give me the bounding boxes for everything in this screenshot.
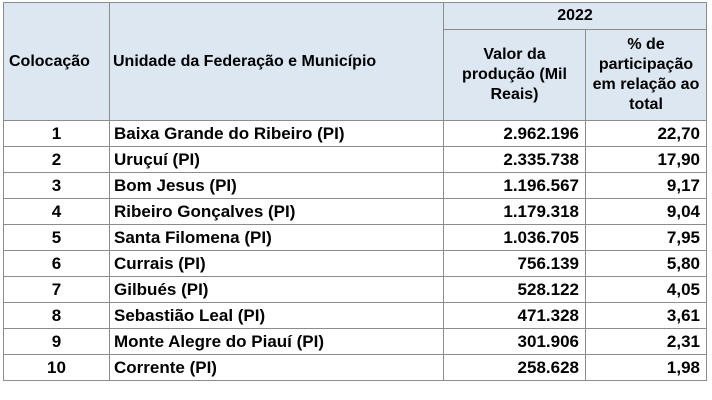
unit-cell: Sebastião Leal (PI)	[109, 302, 444, 329]
unit-cell: Corrente (PI)	[109, 354, 444, 381]
table-body: 1 Baixa Grande do Ribeiro (PI) 2.962.196 22…	[3, 120, 707, 381]
table-row: 2 Uruçuí (PI) 2.335.738 17,90	[3, 146, 707, 173]
share-cell: 9,17	[585, 172, 707, 199]
year-header-row: Colocação Unidade da Federação e Municíp…	[3, 2, 707, 121]
rank-cell: 5	[3, 224, 110, 251]
rank-cell: 8	[3, 302, 110, 329]
rank-cell: 1	[3, 120, 110, 147]
value-cell: 528.122	[443, 276, 586, 303]
unit-cell: Uruçuí (PI)	[109, 146, 444, 173]
share-cell: 22,70	[585, 120, 707, 147]
share-cell: 3,61	[585, 302, 707, 329]
rank-cell: 6	[3, 250, 110, 277]
table-row: 5 Santa Filomena (PI) 1.036.705 7,95	[3, 224, 707, 251]
share-cell: 17,90	[585, 146, 707, 173]
rank-cell: 4	[3, 198, 110, 225]
table-row: 9 Monte Alegre do Piauí (PI) 301.906 2,31	[3, 328, 707, 355]
table-row: 7 Gilbués (PI) 528.122 4,05	[3, 276, 707, 303]
share-cell: 4,05	[585, 276, 707, 303]
production-ranking-table: Colocação Unidade da Federação e Municíp…	[3, 2, 707, 381]
unit-cell: Santa Filomena (PI)	[109, 224, 444, 251]
share-cell: 7,95	[585, 224, 707, 251]
value-cell: 471.328	[443, 302, 586, 329]
rank-cell: 2	[3, 146, 110, 173]
table-row: 8 Sebastião Leal (PI) 471.328 3,61	[3, 302, 707, 329]
value-column-header: Valor da produção (Mil Reais)	[443, 29, 586, 121]
unit-cell: Ribeiro Gonçalves (PI)	[109, 198, 444, 225]
value-cell: 258.628	[443, 354, 586, 381]
share-cell: 1,98	[585, 354, 707, 381]
share-cell: 9,04	[585, 198, 707, 225]
unit-column-header: Unidade da Federação e Município	[109, 2, 444, 121]
unit-cell: Baixa Grande do Ribeiro (PI)	[109, 120, 444, 147]
value-cell: 1.179.318	[443, 198, 586, 225]
unit-cell: Gilbués (PI)	[109, 276, 444, 303]
share-cell: 2,31	[585, 328, 707, 355]
rank-cell: 10	[3, 354, 110, 381]
share-column-header: % de participação em relação ao total	[585, 29, 707, 121]
table-row: 4 Ribeiro Gonçalves (PI) 1.179.318 9,04	[3, 198, 707, 225]
unit-cell: Monte Alegre do Piauí (PI)	[109, 328, 444, 355]
unit-cell: Bom Jesus (PI)	[109, 172, 444, 199]
value-cell: 1.196.567	[443, 172, 586, 199]
share-cell: 5,80	[585, 250, 707, 277]
rank-cell: 3	[3, 172, 110, 199]
table-row: 3 Bom Jesus (PI) 1.196.567 9,17	[3, 172, 707, 199]
value-cell: 2.335.738	[443, 146, 586, 173]
table-row: 1 Baixa Grande do Ribeiro (PI) 2.962.196 22…	[3, 120, 707, 147]
value-cell: 2.962.196	[443, 120, 586, 147]
column-header-row: Valor da produção (Mil Reais) % de parti…	[4, 29, 707, 121]
value-cell: 756.139	[443, 250, 586, 277]
year-header: 2022	[443, 2, 707, 30]
table-row: 6 Currais (PI) 756.139 5,80	[3, 250, 707, 277]
value-cell: 1.036.705	[443, 224, 586, 251]
rank-cell: 9	[3, 328, 110, 355]
rank-column-header: Colocação	[3, 2, 110, 121]
unit-cell: Currais (PI)	[109, 250, 444, 277]
table-row: 10 Corrente (PI) 258.628 1,98	[3, 354, 707, 381]
value-cell: 301.906	[443, 328, 586, 355]
rank-cell: 7	[3, 276, 110, 303]
